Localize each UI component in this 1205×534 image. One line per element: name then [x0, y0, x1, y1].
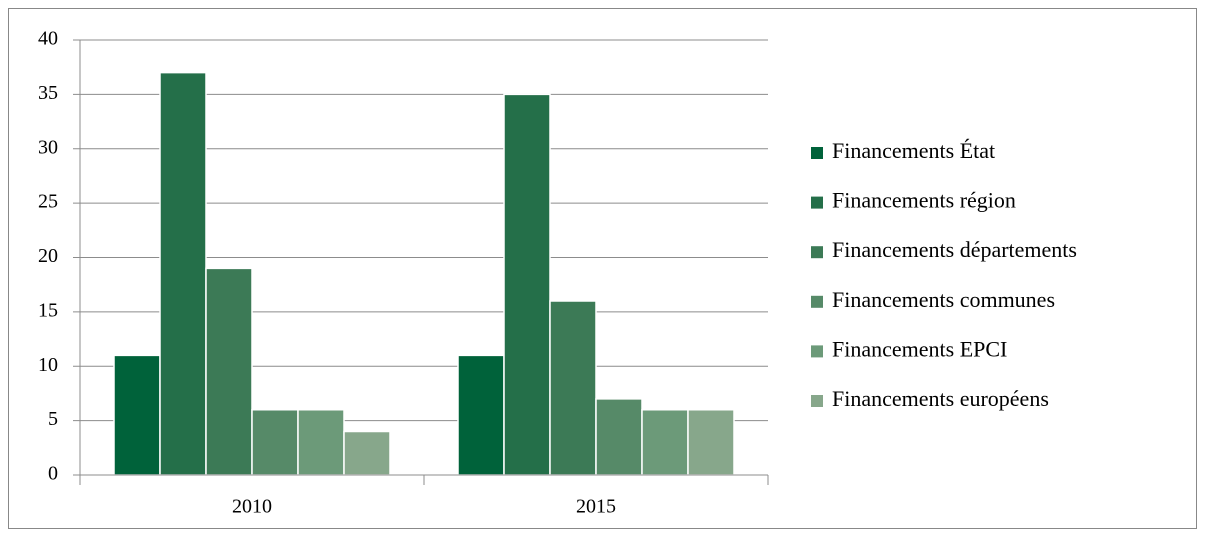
legend-swatch — [811, 246, 823, 259]
bar — [113, 354, 161, 476]
y-tick-label: 20 — [38, 245, 58, 267]
y-tick-label: 10 — [38, 354, 58, 376]
bar — [251, 409, 299, 476]
legend-swatch — [811, 395, 823, 407]
y-tick-label: 30 — [38, 136, 58, 158]
bar — [595, 398, 643, 476]
bar — [641, 409, 689, 476]
bar — [297, 409, 345, 476]
chart-border — [8, 8, 1197, 529]
y-tick-label: 15 — [38, 299, 58, 321]
legend-label: Financements communes — [832, 287, 1055, 312]
bar — [457, 354, 505, 476]
y-tick-label: 35 — [38, 82, 58, 104]
legend-label: Financements européens — [832, 386, 1049, 411]
legend-label: Financements région — [832, 188, 1016, 213]
legend-swatch — [811, 147, 823, 159]
legend-label: Financements État — [832, 138, 995, 163]
bar — [503, 93, 551, 476]
bar — [549, 300, 597, 476]
legend-swatch — [811, 295, 823, 308]
y-tick-label: 0 — [48, 463, 58, 485]
bar — [687, 409, 735, 476]
legend-label: Financements EPCI — [832, 336, 1007, 361]
bar — [159, 71, 207, 476]
y-tick-label: 40 — [38, 28, 58, 50]
legend-swatch — [811, 345, 823, 358]
y-tick-label: 25 — [38, 191, 58, 213]
bar — [343, 430, 391, 476]
legend-label: Financements départements — [832, 237, 1077, 262]
y-tick-label: 5 — [48, 408, 58, 430]
x-tick-label: 2015 — [576, 496, 616, 518]
legend-swatch — [811, 196, 823, 209]
x-tick-label: 2010 — [232, 496, 272, 518]
bar — [205, 267, 253, 476]
